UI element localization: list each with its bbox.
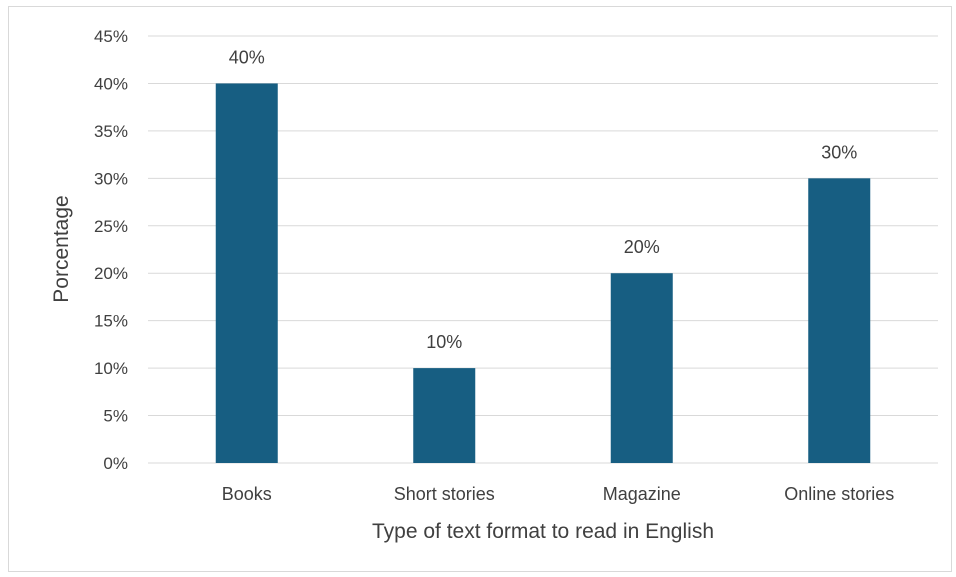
data-label: 40% [229,47,265,67]
y-tick-label: 35% [94,122,128,141]
bar-online-stories [808,178,871,464]
bar-magazine [610,273,673,463]
bar-books [215,83,278,463]
y-tick-label: 10% [94,359,128,378]
x-tick-label: Books [222,484,272,504]
y-tick-label: 20% [94,264,128,283]
y-tick-label: 45% [94,27,128,46]
x-axis-title: Type of text format to read in English [372,520,714,543]
x-tick-label: Online stories [784,484,894,504]
y-axis-title: Porcentage [50,195,73,302]
data-label: 20% [624,237,660,257]
chart-frame [8,6,952,572]
y-tick-label: 15% [94,312,128,331]
bars [215,83,871,464]
data-label: 30% [821,142,857,162]
x-axis-ticks: Books Short stories Magazine Online stories [222,484,895,504]
y-tick-label: 40% [94,74,128,93]
y-tick-label: 30% [94,169,128,188]
data-labels: 40% 10% 20% 30% [229,47,858,352]
gridlines [148,35,938,464]
bar-short-stories [413,368,476,463]
y-tick-label: 5% [103,407,128,426]
y-axis-ticks: 0% 5% 10% 15% 20% 25% 30% 35% 40% 45% [94,27,128,473]
y-tick-label: 0% [103,454,128,473]
x-tick-label: Short stories [394,484,495,504]
data-label: 10% [426,332,462,352]
x-tick-label: Magazine [603,484,681,504]
y-tick-label: 25% [94,217,128,236]
